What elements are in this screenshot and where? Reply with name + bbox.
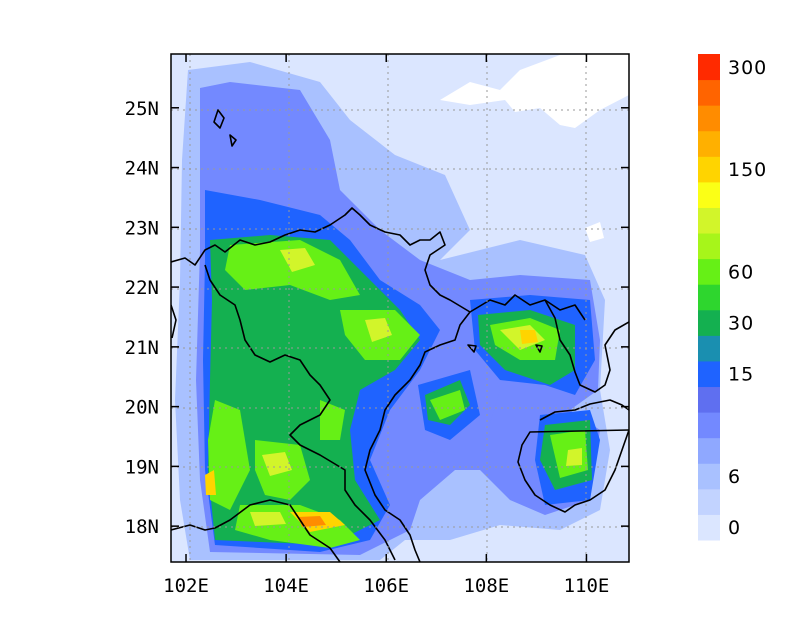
x-tick-label: 102E (163, 575, 209, 597)
colorbar-swatch (698, 54, 720, 81)
colorbar-label: 30 (728, 313, 754, 335)
colorbar-swatch (698, 79, 720, 106)
y-tick-label: 19N (125, 456, 159, 478)
y-tick-label: 23N (125, 217, 159, 239)
precip-band-250 (298, 516, 326, 527)
x-tick-label: 110E (564, 575, 610, 597)
colorbar: 0 6 15 30 60 150 300 (698, 54, 767, 541)
colorbar-swatch (698, 360, 720, 388)
map-layer (171, 54, 629, 562)
colorbar-label: 6 (728, 466, 741, 488)
y-tick-label: 25N (125, 98, 159, 120)
colorbar-label: 150 (728, 159, 767, 181)
colorbar-swatch (698, 463, 720, 490)
y-tick-label: 22N (125, 277, 159, 299)
coastlines-borders (171, 109, 629, 562)
colorbar-swatch (698, 258, 720, 285)
y-tick-label: 20N (125, 397, 159, 419)
no-rain-areas (440, 54, 629, 242)
x-tick-label: 108E (463, 575, 509, 597)
y-axis: 18N 19N 20N 21N 22N 23N 24N 25N (125, 98, 629, 538)
colorbar-label: 15 (728, 364, 754, 386)
plot-frame (170, 53, 630, 563)
x-axis: 102E 104E 106E 108E 110E (163, 54, 609, 597)
x-tick-label: 104E (263, 575, 309, 597)
x-tick-label: 106E (363, 575, 409, 597)
colorbar-swatch (698, 130, 720, 157)
colorbar-label: 0 (728, 517, 741, 539)
colorbar-swatch (698, 233, 720, 260)
colorbar-swatch (698, 412, 720, 439)
colorbar-label: 60 (728, 261, 754, 283)
colorbar-swatch (698, 156, 720, 183)
colorbar-swatch (698, 207, 720, 234)
colorbar-swatch (698, 309, 720, 336)
y-tick-label: 21N (125, 337, 159, 359)
colorbar-swatch (698, 386, 720, 413)
gridlines (171, 54, 629, 562)
y-tick-label: 18N (125, 516, 159, 538)
colorbar-swatch (698, 105, 720, 132)
y-tick-label: 24N (125, 158, 159, 180)
colorbar-swatch (698, 335, 720, 362)
colorbar-swatch (698, 181, 720, 208)
colorbar-swatch (698, 488, 720, 515)
colorbar-swatch (698, 437, 720, 464)
colorbar-swatch (698, 514, 720, 541)
colorbar-label: 300 (728, 57, 767, 79)
colorbar-swatch (698, 284, 720, 311)
